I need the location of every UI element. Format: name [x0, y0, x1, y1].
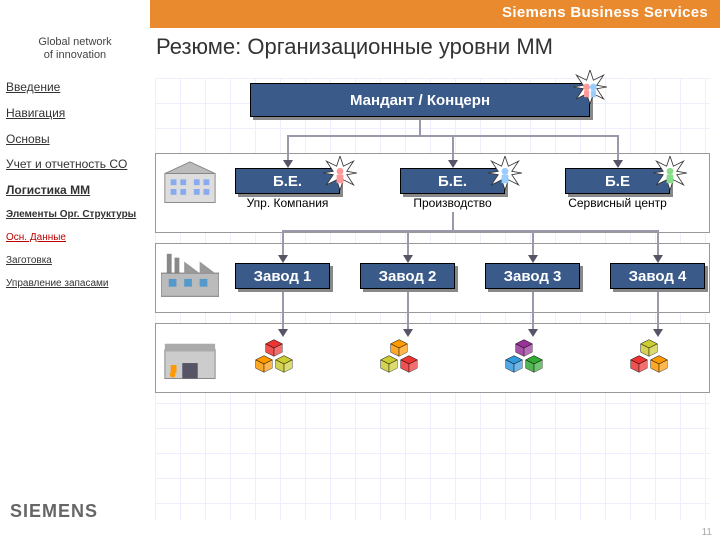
nav-procurement[interactable]: Заготовка — [6, 254, 144, 267]
be3-sub: Сервисный центр — [565, 196, 670, 210]
conn — [532, 230, 534, 255]
topbar-left — [0, 0, 150, 28]
brand-text: Siemens Business Services — [420, 0, 720, 28]
topbar: Siemens Business Services — [0, 0, 720, 28]
arrow-icon — [653, 255, 663, 263]
arrow-icon — [653, 329, 663, 337]
arrow-icon — [403, 255, 413, 263]
arrow-icon — [278, 329, 288, 337]
conn — [452, 212, 454, 230]
nav-basics[interactable]: Основы — [6, 132, 144, 148]
plant1-box: Завод 1 — [235, 263, 330, 289]
storage-cube-icon — [399, 354, 419, 374]
be2-sub: Производство — [400, 196, 505, 210]
page-title: Резюме: Организационные уровни MM — [150, 28, 720, 72]
people-icon-be2 — [488, 156, 522, 190]
arrow-icon — [528, 255, 538, 263]
conn — [287, 135, 289, 160]
arrow-icon — [613, 160, 623, 168]
conn — [282, 230, 658, 232]
conn — [282, 230, 284, 255]
nav-logistics-mm[interactable]: Логистика MM — [6, 183, 144, 199]
storage-cube-icon — [649, 354, 669, 374]
topbar-fill — [150, 0, 420, 28]
be1-sub: Упр. Компания — [235, 196, 340, 210]
storage-cube-icon — [274, 354, 294, 374]
conn — [407, 289, 409, 329]
hq-building-icon — [161, 160, 219, 206]
page-number: 11 — [702, 527, 712, 538]
tagline-l1: Global network — [38, 36, 111, 48]
storage-cube-icon — [629, 354, 649, 374]
storage-cube-icon — [504, 354, 524, 374]
siemens-logo: SIEMENS — [10, 501, 98, 522]
content: Резюме: Организационные уровни MM Мандан… — [150, 28, 720, 540]
plant2-box: Завод 2 — [360, 263, 455, 289]
conn — [532, 289, 534, 329]
sidebar: Global network of innovation Введение На… — [0, 28, 150, 540]
storage-cube-icon — [379, 354, 399, 374]
arrow-icon — [283, 160, 293, 168]
factory-icon — [161, 248, 219, 300]
nav-stock[interactable]: Управление запасами — [6, 277, 144, 290]
conn — [282, 289, 284, 329]
storage-cube-icon — [524, 354, 544, 374]
arrow-icon — [403, 329, 413, 337]
nav-org-elements[interactable]: Элементы Орг. Структуры — [6, 208, 144, 221]
conn — [419, 117, 421, 135]
nav-navigation[interactable]: Навигация — [6, 106, 144, 122]
people-icon-be1 — [323, 156, 357, 190]
tagline: Global network of innovation — [6, 36, 144, 62]
arrow-icon — [278, 255, 288, 263]
plant3-box: Завод 3 — [485, 263, 580, 289]
conn — [657, 230, 659, 255]
storage-cube-icon — [254, 354, 274, 374]
people-icon-top — [573, 70, 607, 104]
arrow-icon — [448, 160, 458, 168]
nav-master-data[interactable]: Осн. Данные — [6, 231, 144, 244]
nav-co[interactable]: Учет и отчетность CO — [6, 157, 144, 173]
region-storage — [155, 323, 710, 393]
org-diagram: Мандант / Концерн Б.Е. Упр. Компания Б.Е… — [155, 78, 710, 520]
plant4-box: Завод 4 — [610, 263, 705, 289]
people-icon-be3 — [653, 156, 687, 190]
mandant-box: Мандант / Концерн — [250, 83, 590, 117]
arrow-icon — [528, 329, 538, 337]
conn — [617, 135, 619, 160]
conn — [452, 135, 454, 160]
conn — [657, 289, 659, 329]
nav-intro[interactable]: Введение — [6, 80, 144, 96]
warehouse-icon — [161, 336, 219, 382]
tagline-l2: of innovation — [44, 49, 106, 61]
conn — [407, 230, 409, 255]
